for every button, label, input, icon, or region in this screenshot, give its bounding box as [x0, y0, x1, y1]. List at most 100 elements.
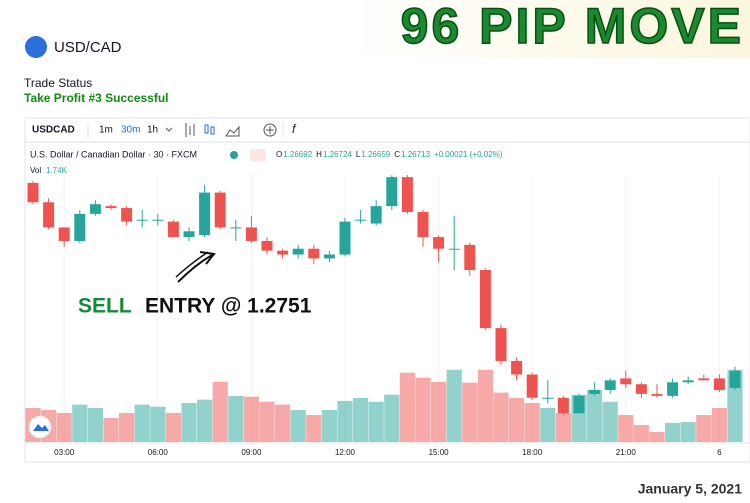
chart-type-icons[interactable]	[185, 123, 277, 137]
readout-label: L	[356, 150, 361, 159]
volume-bar	[680, 422, 696, 442]
readout-label: O	[276, 150, 282, 159]
status-title: Trade Status	[24, 76, 92, 90]
indicators-icon[interactable]: f	[292, 122, 297, 136]
volume-bar	[165, 412, 181, 442]
volume-bar	[431, 381, 447, 442]
volume-bar	[134, 404, 150, 442]
volume-bar	[555, 412, 571, 442]
candle-body	[620, 378, 632, 385]
ticker[interactable]: USDCAD	[32, 125, 75, 136]
candle-body	[292, 248, 304, 255]
candle-body	[526, 374, 538, 398]
candle-body	[713, 378, 725, 391]
symbol-icon	[25, 36, 47, 58]
volume-bar	[337, 400, 353, 442]
candle-body	[27, 182, 39, 203]
candle-body	[136, 219, 148, 221]
candle-body	[495, 328, 507, 361]
candle-body	[199, 192, 211, 236]
status-message: Take Profit #3 Successful	[24, 91, 169, 105]
volume-bar	[119, 412, 135, 442]
interval[interactable]: 1m	[99, 125, 113, 136]
volume-bar	[243, 396, 259, 442]
candle-body	[370, 206, 382, 224]
volume-bar	[197, 399, 213, 442]
logo-mark	[33, 424, 49, 431]
volume-bar	[103, 417, 119, 442]
legend-name: U.S. Dollar / Canadian Dollar · 30 · FXC…	[30, 149, 197, 159]
arrow	[175, 251, 209, 278]
candle-body	[74, 213, 86, 241]
candle-body	[167, 221, 179, 238]
candle-body	[433, 237, 445, 249]
symbol: USD/CAD	[54, 39, 122, 56]
volume-bar	[665, 422, 681, 442]
volume-bar	[540, 407, 556, 442]
candle-body	[105, 206, 117, 209]
candle-body	[277, 250, 289, 255]
volume-bar	[696, 415, 712, 442]
volume-bar	[415, 377, 431, 442]
candle-body	[89, 204, 101, 214]
x-tick-label: 18:00	[522, 448, 543, 457]
candle-body	[43, 202, 55, 228]
volume-bar	[72, 404, 88, 442]
interval[interactable]: 30m	[121, 125, 140, 136]
volume-bar	[602, 401, 618, 442]
volume-bar	[477, 369, 493, 442]
x-tick-label: 6	[717, 448, 722, 457]
volume-bar	[446, 369, 462, 442]
readout-value: 1.26659	[361, 150, 390, 159]
candle-body	[698, 378, 710, 381]
volume-bar	[150, 406, 166, 442]
readout-value: 1.26713	[401, 150, 430, 159]
volume-bar	[321, 410, 337, 442]
x-tick-label: 09:00	[241, 448, 262, 457]
volume-bar	[711, 407, 727, 442]
volume-bar	[509, 398, 525, 442]
sell-label: SELL	[78, 295, 132, 318]
volume-bar	[353, 398, 369, 442]
volume-bar	[368, 401, 384, 442]
candle-body	[183, 231, 195, 238]
volume-bar	[384, 394, 400, 442]
volume-bar	[181, 402, 197, 442]
volume-bar	[259, 401, 275, 442]
banner: 96 PIP MOVE	[401, 0, 744, 54]
candle-body	[542, 397, 554, 399]
readout-label: H	[316, 150, 322, 159]
candle-body	[479, 270, 491, 329]
volume-value: 1.74K	[46, 166, 68, 175]
status-dot	[230, 151, 238, 159]
candle-body	[557, 397, 569, 414]
candle-body	[214, 192, 226, 228]
x-tick-label: 15:00	[429, 448, 450, 457]
x-tick-label: 12:00	[335, 448, 356, 457]
candle-body	[308, 248, 320, 259]
candle-body	[261, 240, 273, 251]
volume-bar	[618, 415, 634, 442]
volume-bar	[649, 432, 665, 442]
x-tick-label: 21:00	[616, 448, 637, 457]
volume-bar	[290, 410, 306, 442]
interval[interactable]: 1h	[147, 125, 158, 136]
badge	[250, 149, 266, 161]
volume-bar	[524, 402, 540, 442]
volume-bar	[462, 382, 478, 442]
x-tick-label: 03:00	[54, 448, 75, 457]
candle-body	[448, 248, 460, 250]
dropdown[interactable]	[165, 127, 173, 132]
candle-body	[121, 208, 133, 222]
candle-body	[682, 380, 694, 383]
candle-body	[323, 254, 335, 259]
candle-body	[401, 177, 413, 212]
volume-label: Vol	[30, 166, 41, 175]
readout-label: C	[394, 150, 400, 159]
volume-bar	[56, 412, 72, 442]
volume-bar	[399, 372, 415, 442]
entry-label: ENTRY @ 1.2751	[145, 295, 312, 318]
volume-bar	[633, 424, 649, 442]
candle-body	[464, 244, 476, 271]
candle-body	[667, 382, 679, 396]
